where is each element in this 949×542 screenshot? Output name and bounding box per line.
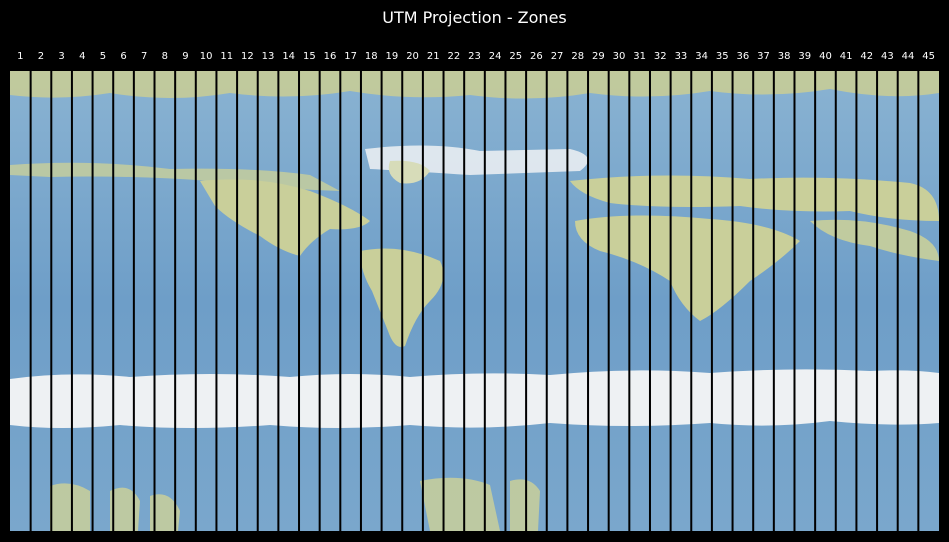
zone-label: 19	[385, 51, 399, 62]
zone-label: 1	[17, 51, 24, 62]
zone-label: 14	[282, 51, 296, 62]
antarctic-ice-band	[10, 369, 939, 428]
zone-label: 38	[777, 51, 791, 62]
zone-label: 7	[141, 51, 148, 62]
zone-label: 2	[37, 51, 45, 62]
zone-label: 24	[488, 51, 502, 62]
zone-label: 30	[612, 51, 626, 62]
zone-label: 43	[881, 51, 894, 62]
southern-asia	[810, 219, 939, 261]
zone-labels: 1 2 3 4 5 6 7 8 9 10 11 12 13 14 15 16 17 18 19 20 21 22 23 24 2…	[10, 51, 939, 65]
zone-label: 15	[302, 51, 316, 62]
zone-label: 37	[757, 51, 770, 62]
africa	[575, 215, 800, 321]
zone-label: 33	[674, 51, 688, 62]
zone-label: 16	[323, 51, 337, 62]
arctic-land	[10, 71, 939, 99]
zone-label: 36	[736, 51, 750, 62]
zone-label: 28	[571, 51, 585, 62]
zone-label: 8	[161, 51, 169, 62]
zone-label: 35	[715, 51, 729, 62]
utm-zone-map	[10, 71, 939, 531]
zone-label: 27	[550, 51, 564, 62]
zone-label: 18	[364, 51, 378, 62]
zone-label: 40	[819, 51, 832, 62]
zone-label: 20	[406, 51, 419, 62]
zone-label: 5	[99, 51, 107, 62]
zone-label: 25	[509, 51, 523, 62]
north-america	[200, 179, 370, 256]
zone-label: 12	[241, 51, 254, 62]
zone-dividers	[29, 71, 920, 531]
ocean	[10, 71, 939, 531]
zone-label: 23	[468, 51, 481, 62]
zone-label: 11	[220, 51, 234, 62]
zone-label: 22	[447, 51, 461, 62]
eurasia	[570, 175, 939, 221]
zone-label: 44	[901, 51, 915, 62]
zone-label: 13	[261, 51, 275, 62]
zone-label: 42	[860, 51, 874, 62]
zone-label: 31	[633, 51, 647, 62]
greenland	[388, 160, 430, 184]
zone-label: 32	[653, 51, 667, 62]
zone-label: 45	[922, 51, 936, 62]
zone-label: 41	[839, 51, 853, 62]
zone-label: 26	[530, 51, 543, 62]
zone-label: 29	[591, 51, 605, 62]
zone-label: 21	[426, 51, 440, 62]
zone-label: 9	[182, 51, 189, 62]
southern-land-fragments	[50, 477, 540, 531]
zone-label: 6	[120, 51, 127, 62]
zone-label: 34	[695, 51, 708, 62]
zone-label: 39	[798, 51, 812, 62]
zone-label: 10	[199, 51, 213, 62]
zone-label: 4	[79, 51, 86, 62]
zone-label: 17	[344, 51, 357, 62]
map-title: UTM Projection - Zones	[382, 8, 567, 27]
zone-label: 3	[58, 51, 65, 62]
